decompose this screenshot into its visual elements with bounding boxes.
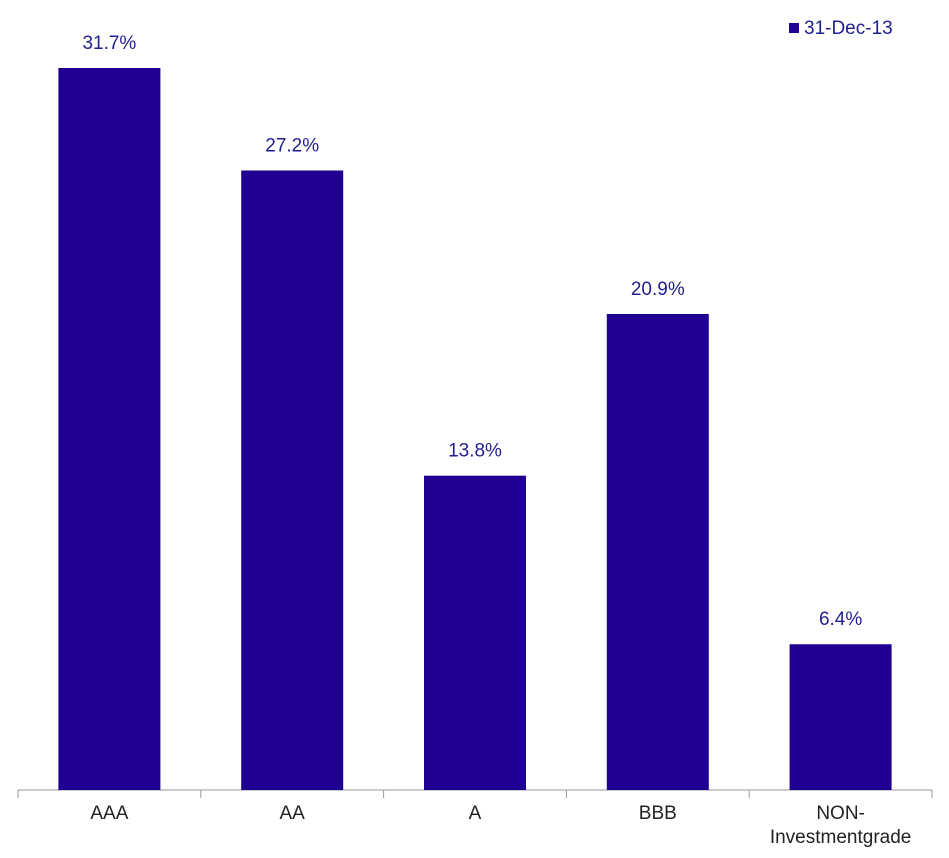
x-tick-label: AA [279,803,305,824]
value-label: 20.9% [631,279,685,300]
bar [424,475,526,790]
bar [241,170,344,790]
value-label: 27.2% [265,136,319,157]
x-tick-label: AAA [90,803,129,824]
bar [606,313,709,790]
x-tick-label: NON- Investmentgrade [769,803,912,848]
x-tick-label: A [468,803,482,824]
value-label: 31.7% [82,33,136,54]
bar [789,644,892,790]
x-tick-label: BBB [638,803,677,824]
value-label: 6.4% [819,609,862,630]
legend-label: 31-Dec-13 [804,18,893,39]
value-label: 13.8% [448,441,502,462]
legend-swatch [789,23,799,33]
bar [58,68,161,790]
